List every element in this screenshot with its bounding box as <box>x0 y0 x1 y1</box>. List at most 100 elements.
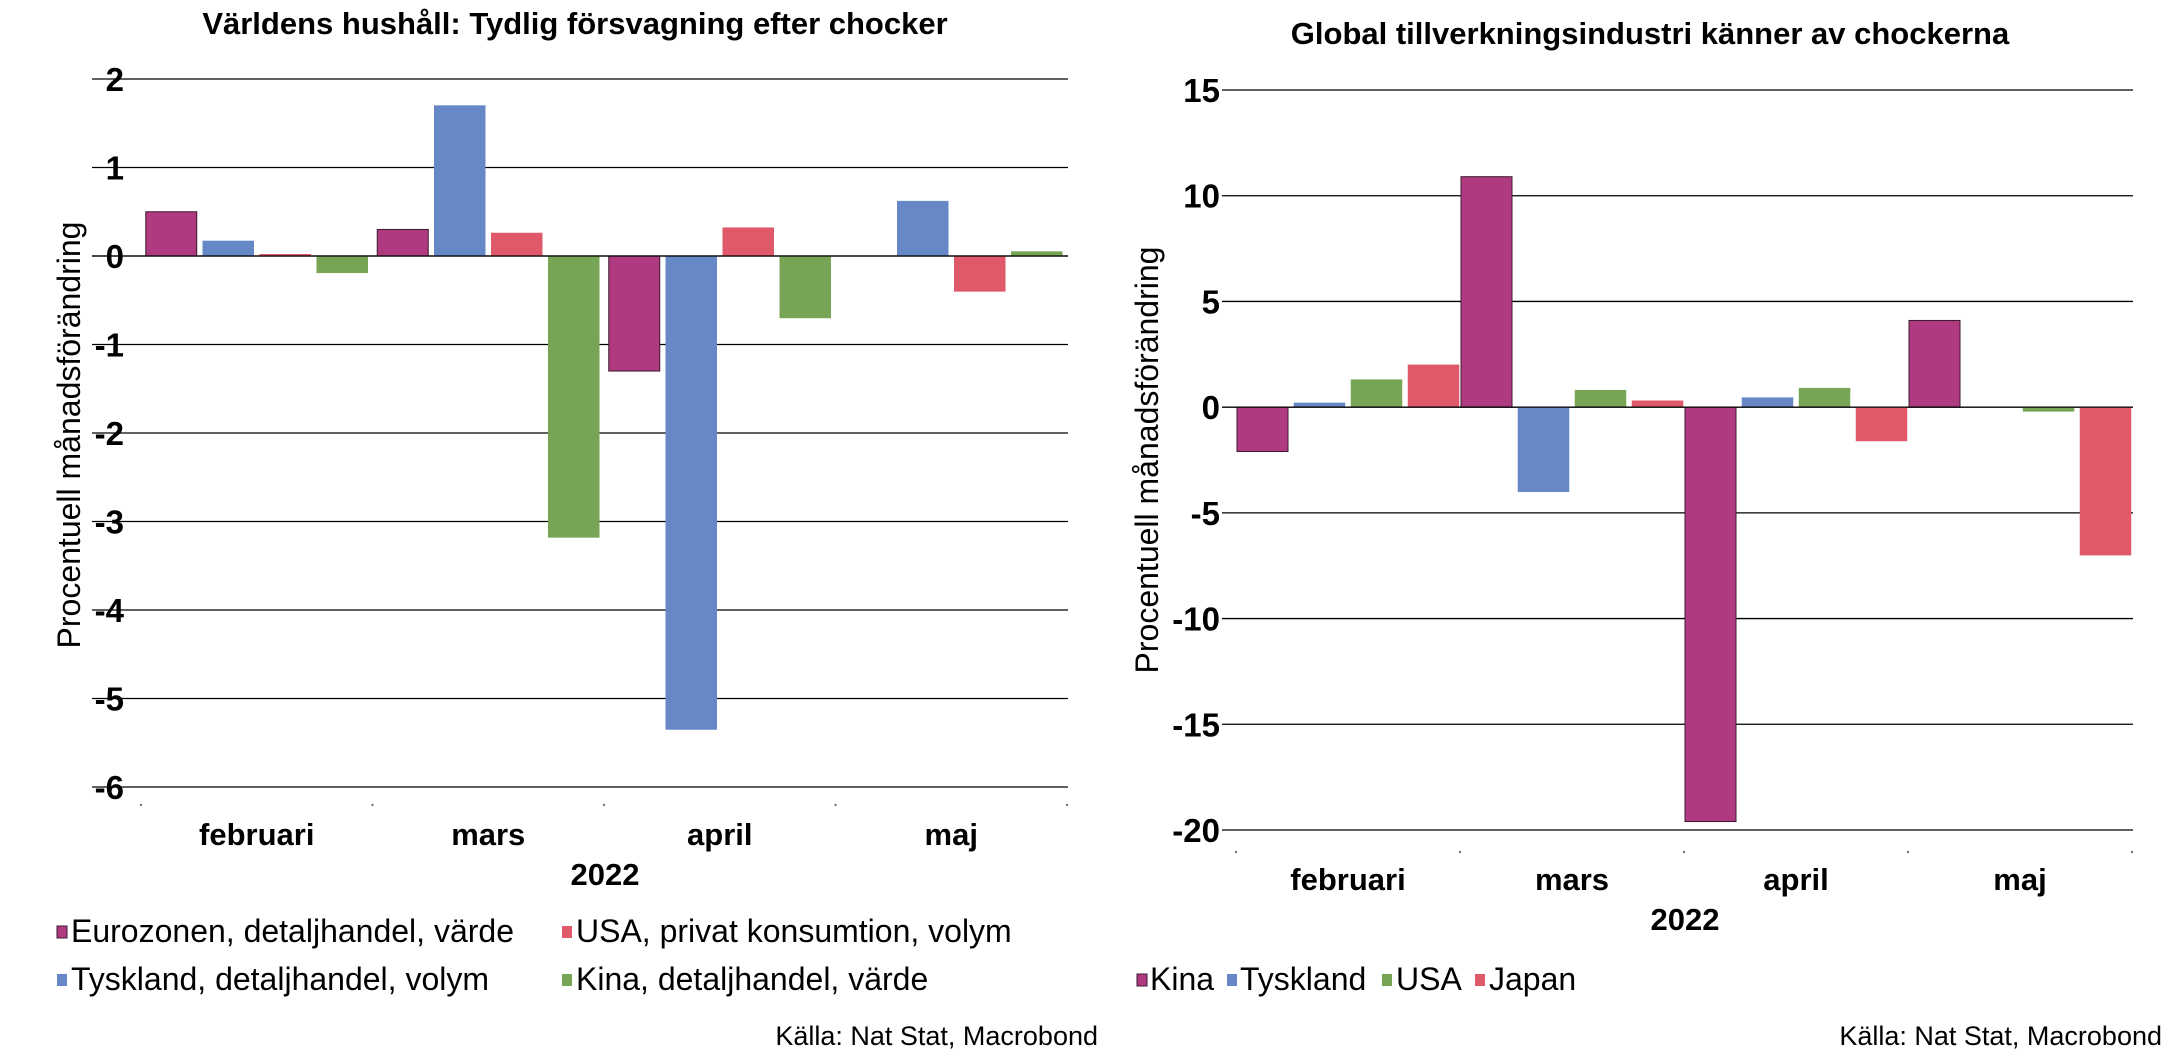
bar <box>779 255 831 319</box>
category-divider-tick <box>1906 850 1910 854</box>
bar <box>376 228 429 257</box>
y-tick-label: 1 <box>106 150 124 187</box>
chart-manufacturing: Global tillverkningsindustri känner av c… <box>1129 16 2162 1051</box>
category-label: februari <box>1290 862 1405 897</box>
legend-item-eurozonen: Eurozonen, detaljhandel, värde <box>56 913 514 949</box>
bar <box>1011 251 1063 257</box>
chart1-category-labels: februari mars april maj <box>199 817 978 852</box>
y-tick-label: -2 <box>95 415 124 452</box>
legend-swatch-usa <box>1382 974 1392 986</box>
y-tick-label: -4 <box>95 592 125 629</box>
bar <box>897 200 949 257</box>
y-tick-label: -15 <box>1172 706 1220 743</box>
y-tick-label: -5 <box>1191 495 1220 532</box>
legend-label-tyskland: Tyskland <box>1240 961 1366 997</box>
chart2-xlabel: 2022 <box>1651 902 1720 937</box>
bar <box>145 211 198 257</box>
legend-swatch-kina-detaljhandel <box>562 974 572 986</box>
legend-item-kina: Kina <box>1136 961 1214 997</box>
legend-swatch-kina <box>1136 973 1148 987</box>
y-tick-label: 2 <box>106 61 124 98</box>
legend-label-tyskland-detaljhandel: Tyskland, detaljhandel, volym <box>71 961 489 997</box>
legend-swatch-tyskland <box>1227 974 1237 986</box>
y-tick-label: 15 <box>1183 72 1220 109</box>
bar <box>1407 364 1460 408</box>
bar <box>608 255 661 372</box>
y-tick-label: -5 <box>95 681 124 718</box>
chart2-gridlines <box>1222 89 2134 854</box>
legend-swatch-usa-konsumtion <box>562 926 572 938</box>
category-divider-tick <box>834 803 837 807</box>
bar <box>1460 176 1513 408</box>
bar <box>316 255 368 274</box>
bar <box>1517 406 1570 492</box>
legend-label-eurozonen: Eurozonen, detaljhandel, värde <box>71 913 514 949</box>
category-label: februari <box>199 817 314 852</box>
chart2-bars <box>1222 176 2133 823</box>
bar <box>1684 406 1737 823</box>
category-divider-tick <box>2130 850 2134 854</box>
bar <box>665 255 717 730</box>
bar <box>1741 397 1794 408</box>
chart1-source: Källa: Nat Stat, Macrobond <box>775 1021 1098 1051</box>
category-label: maj <box>925 817 978 852</box>
y-tick-label: -6 <box>95 769 124 806</box>
chart2-source: Källa: Nat Stat, Macrobond <box>1839 1021 2162 1051</box>
chart1-ylabel: Procentuell månadsförändring <box>51 222 87 649</box>
legend-swatch-eurozonen <box>56 925 68 939</box>
category-divider-tick <box>371 803 374 807</box>
chart-households: Världens hushåll: Tydlig försvagning eft… <box>51 6 1098 1051</box>
chart2-y-ticks: 15 10 5 0 -5 -10 -15 -20 <box>1172 72 1220 849</box>
y-tick-label: -1 <box>95 327 124 364</box>
category-divider-tick <box>1234 850 1238 854</box>
category-label: maj <box>1993 862 2046 897</box>
legend-item-usa-konsumtion: USA, privat konsumtion, volym <box>562 913 1012 949</box>
legend-item-usa: USA <box>1382 961 1462 997</box>
y-tick-label: 10 <box>1183 178 1220 215</box>
category-label: mars <box>1535 862 1609 897</box>
y-tick-label: 0 <box>1202 389 1220 426</box>
y-tick-label: 5 <box>1202 283 1220 320</box>
legend-label-japan: Japan <box>1489 961 1576 997</box>
bar <box>1574 389 1627 408</box>
bar <box>548 255 600 538</box>
chart1-bars <box>92 105 1068 730</box>
bar <box>2079 406 2132 556</box>
category-label: april <box>687 817 752 852</box>
chart1-title: Världens hushåll: Tydlig försvagning eft… <box>202 6 947 41</box>
category-divider-tick <box>1682 850 1686 854</box>
category-divider-tick <box>139 803 143 807</box>
chart2-ylabel: Procentuell månadsförändring <box>1129 247 1165 674</box>
category-label: mars <box>451 817 525 852</box>
category-divider-tick <box>1065 803 1069 807</box>
bar <box>491 232 543 257</box>
bar <box>722 227 774 257</box>
legend-item-kina-detaljhandel: Kina, detaljhandel, värde <box>562 961 928 997</box>
bar <box>1855 406 1908 442</box>
category-divider-tick <box>1458 850 1462 854</box>
legend-swatch-tyskland-detaljhandel <box>57 974 67 986</box>
y-tick-label: -20 <box>1172 812 1220 849</box>
chart1-legend: Eurozonen, detaljhandel, värde USA, priv… <box>56 913 1012 997</box>
bar <box>434 105 486 257</box>
chart2-category-labels: februari mars april maj <box>1290 862 2046 897</box>
legend-label-kina-detaljhandel: Kina, detaljhandel, värde <box>576 961 928 997</box>
legend-item-japan: Japan <box>1475 961 1576 997</box>
legend-label-usa: USA <box>1396 961 1462 997</box>
legend-label-usa-konsumtion: USA, privat konsumtion, volym <box>576 913 1012 949</box>
category-divider-tick <box>602 803 606 807</box>
chart1-xlabel: 2022 <box>571 857 640 892</box>
category-label: april <box>1763 862 1828 897</box>
bar <box>1236 406 1289 453</box>
bar <box>202 240 254 257</box>
bar <box>954 255 1006 292</box>
legend-label-kina: Kina <box>1150 961 1214 997</box>
chart2-legend: Kina Tyskland USA Japan <box>1136 961 1576 997</box>
bar <box>1908 319 1961 408</box>
legend-item-tyskland-detaljhandel: Tyskland, detaljhandel, volym <box>57 961 489 997</box>
chart1-y-ticks: 210-1-2-3-4-5-6 <box>95 61 125 806</box>
bar <box>1350 379 1403 408</box>
legend-swatch-japan <box>1475 974 1485 986</box>
chart2-title: Global tillverkningsindustri känner av c… <box>1291 16 2010 51</box>
